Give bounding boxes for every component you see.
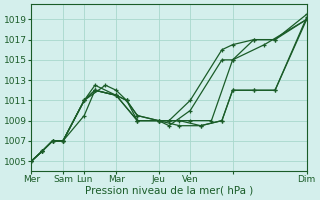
X-axis label: Pression niveau de la mer( hPa ): Pression niveau de la mer( hPa ) xyxy=(85,186,253,196)
